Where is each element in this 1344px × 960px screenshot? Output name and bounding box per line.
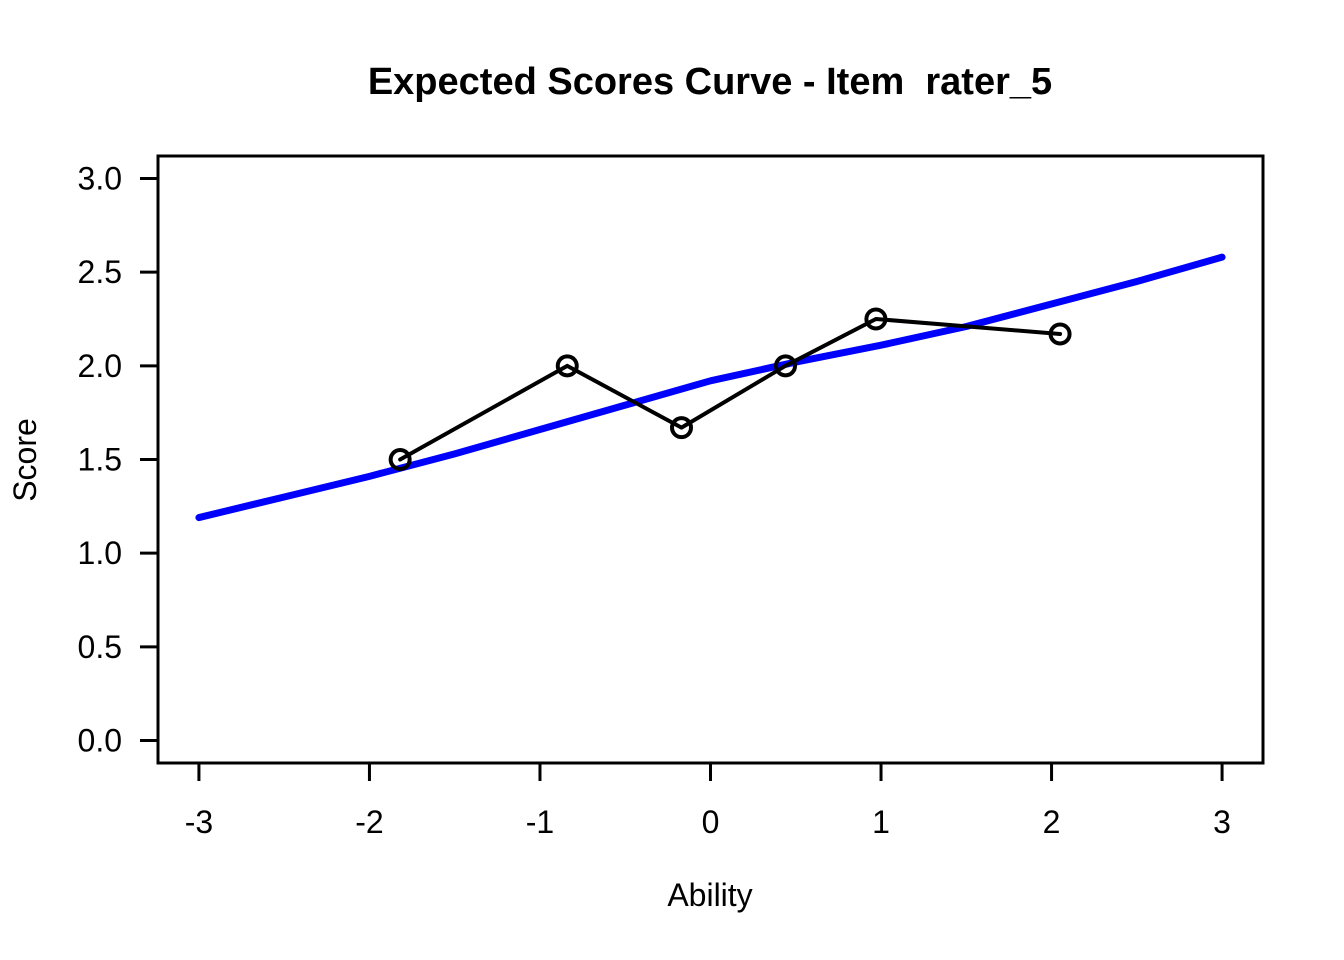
- y-tick-label: 3.0: [78, 160, 122, 196]
- chart-title: Expected Scores Curve - Item rater_5: [368, 61, 1052, 103]
- x-tick-label: -2: [355, 804, 383, 840]
- observed-scores-point-marker: [774, 354, 798, 378]
- plot-box: [156, 154, 1265, 765]
- y-tick-label: 0.5: [78, 629, 122, 665]
- observed-scores-point-marker: [555, 354, 579, 378]
- expected-score-curve-line: [195, 253, 1226, 522]
- x-tick-label: 2: [1043, 804, 1061, 840]
- observed-scores-point-marker: [388, 448, 412, 471]
- x-tick-label: 1: [872, 804, 890, 840]
- x-tick-label: -1: [526, 804, 554, 840]
- x-tick-label: 3: [1213, 804, 1231, 840]
- x-tick-label: 0: [702, 804, 720, 840]
- plot-area: -3 -2 -1 0 1 2 3 0.0 0.5 1.0 1.5 2.0 2.5 3.0: [78, 154, 1265, 840]
- y-tick-label: 1.0: [78, 535, 122, 571]
- observed-scores-point-marker: [670, 416, 694, 440]
- x-axis-label: Ability: [667, 877, 752, 913]
- y-tick-label: 2.5: [78, 254, 122, 290]
- y-axis-label: Score: [7, 418, 43, 502]
- y-tick-label: 0.0: [78, 723, 122, 759]
- observed-scores-line: [398, 316, 1063, 462]
- x-tick-label: -3: [185, 804, 213, 840]
- y-tick-label: 2.0: [78, 348, 122, 384]
- y-tick-label: 1.5: [78, 442, 122, 478]
- observed-scores-point-marker: [864, 307, 888, 331]
- observed-scores-point-marker: [1048, 322, 1072, 346]
